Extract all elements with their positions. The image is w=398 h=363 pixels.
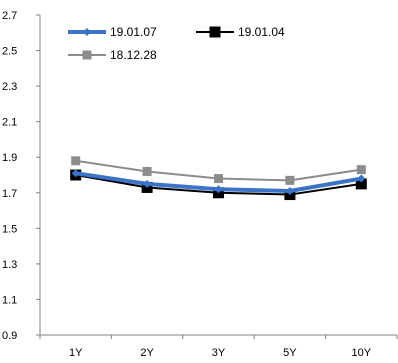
legend-entry: 19.01.07 — [68, 25, 157, 39]
x-tick-label: 2Y — [140, 347, 154, 359]
legend: 19.01.07 19.01.04 18.12.28 — [68, 25, 285, 62]
data-point-diamond — [214, 185, 223, 194]
series-19.01.07 — [71, 169, 366, 195]
data-point-diamond — [357, 174, 366, 183]
data-point-square — [142, 166, 152, 176]
axes-layer: 0.9 1.1 1.3 1.5 1.7 1.9 2.1 2.3 2.5 2.7 1Y 2Y 3Y 5Y 10… — [2, 10, 398, 359]
y-tick-label: 1.3 — [2, 259, 17, 271]
data-point-square — [71, 156, 81, 166]
legend-label: 19.01.04 — [238, 25, 285, 39]
y-tick-label: 2.7 — [2, 10, 17, 22]
x-tick-label: 3Y — [212, 347, 226, 359]
data-point-diamond — [143, 179, 152, 188]
data-point-square — [214, 174, 223, 184]
y-tick-label: 1.9 — [2, 152, 17, 164]
x-tick-label: 5Y — [283, 347, 297, 359]
data-point-diamond — [71, 169, 80, 178]
y-tick-label: 1.1 — [2, 294, 17, 306]
data-point-square — [355, 178, 367, 190]
x-tick-label: 10Y — [352, 347, 372, 359]
data-point-diamond — [83, 28, 91, 36]
data-point-square — [209, 26, 221, 38]
legend-label: 18.12.28 — [110, 48, 157, 62]
data-point-diamond — [285, 187, 294, 195]
y-tick-label: 2.3 — [2, 81, 17, 93]
legend-entry: 19.01.04 — [196, 25, 285, 39]
data-point-square — [356, 165, 366, 175]
y-tick-label: 1.5 — [2, 223, 17, 235]
y-tick-label: 2.1 — [2, 117, 17, 129]
series-18.12.28 — [71, 156, 366, 185]
data-point-square — [82, 50, 92, 60]
data-point-square — [285, 175, 295, 185]
series-layer — [70, 156, 367, 201]
y-tick-label: 1.7 — [2, 188, 17, 200]
legend-label: 19.01.07 — [110, 25, 157, 39]
legend-entry: 18.12.28 — [68, 48, 157, 62]
y-tick-label: 0.9 — [2, 330, 17, 342]
x-tick-label: 1Y — [69, 347, 83, 359]
y-tick-label: 2.5 — [2, 46, 17, 58]
